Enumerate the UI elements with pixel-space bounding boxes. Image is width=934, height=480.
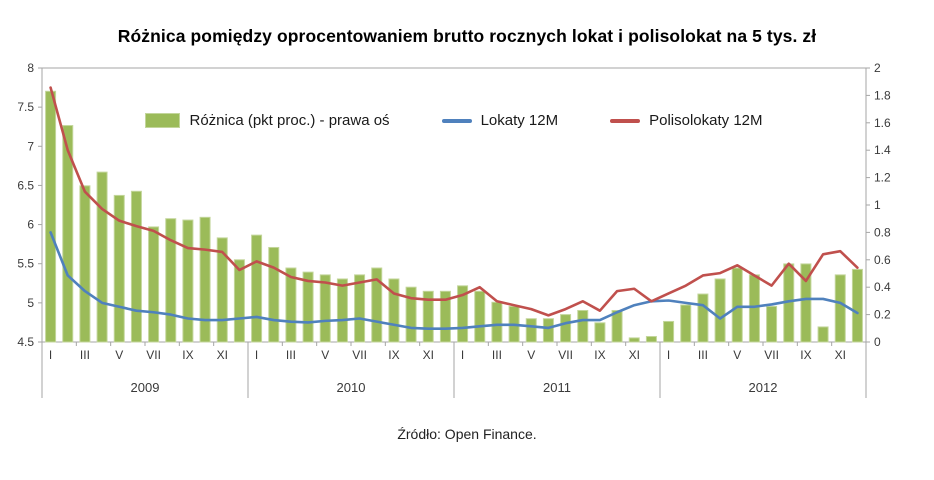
year-label: 2012	[749, 380, 778, 395]
difference-bar	[475, 291, 485, 342]
right-axis-label: 1.6	[874, 116, 891, 130]
month-label: I	[667, 348, 670, 362]
difference-bar	[252, 235, 262, 342]
legend-label-policy-deposits: Polisolokaty 12M	[649, 112, 762, 129]
difference-bar	[303, 272, 313, 342]
month-label: VII	[558, 348, 573, 362]
month-label: XI	[629, 348, 640, 362]
month-label: V	[527, 348, 535, 362]
month-label: III	[698, 348, 708, 362]
month-label: III	[286, 348, 296, 362]
month-label: V	[115, 348, 123, 362]
difference-bar	[595, 323, 605, 342]
source-text: Źródło: Open Finance.	[0, 426, 934, 442]
month-label: V	[733, 348, 741, 362]
difference-bar	[389, 279, 399, 342]
left-axis-label: 5.5	[17, 257, 34, 271]
difference-bar	[492, 302, 502, 342]
difference-bar	[97, 172, 107, 342]
difference-bar	[818, 327, 828, 342]
deposits-line-swatch-icon	[442, 119, 472, 123]
difference-bar	[526, 319, 536, 342]
difference-bar	[355, 275, 365, 342]
month-label: I	[49, 348, 52, 362]
left-axis-label: 8	[27, 61, 34, 75]
right-axis-label: 0.8	[874, 225, 891, 239]
month-label: VII	[352, 348, 367, 362]
right-axis-label: 0.2	[874, 308, 891, 322]
difference-bar	[234, 260, 244, 342]
month-label: IX	[388, 348, 399, 362]
difference-bar	[698, 294, 708, 342]
month-label: V	[321, 348, 329, 362]
difference-bar	[715, 279, 725, 342]
difference-bar	[131, 191, 141, 342]
difference-bar	[337, 279, 347, 342]
difference-bar	[578, 310, 588, 342]
difference-bar	[80, 186, 90, 342]
legend-item-policy-deposits: Polisolokaty 12M	[610, 112, 762, 129]
left-axis-label: 6.5	[17, 178, 34, 192]
difference-bar	[543, 319, 553, 342]
difference-bar	[767, 306, 777, 342]
right-axis-label: 1.4	[874, 143, 891, 157]
month-label: I	[255, 348, 258, 362]
year-label: 2010	[337, 380, 366, 395]
right-axis-label: 0.4	[874, 280, 891, 294]
month-label: XI	[835, 348, 846, 362]
year-label: 2009	[131, 380, 160, 395]
left-axis-label: 5	[27, 296, 34, 310]
right-axis-label: 2	[874, 61, 881, 75]
policy-deposits-line-swatch-icon	[610, 119, 640, 123]
month-label: III	[492, 348, 502, 362]
left-axis-label: 4.5	[17, 335, 34, 349]
month-label: XI	[423, 348, 434, 362]
month-label: VII	[764, 348, 779, 362]
left-axis-label: 7.5	[17, 100, 34, 114]
chart-legend: Różnica (pkt proc.) - prawa oś Lokaty 12…	[42, 112, 866, 129]
difference-bar-swatch-icon	[145, 113, 180, 128]
legend-label-deposits: Lokaty 12M	[481, 112, 559, 129]
difference-bar	[664, 321, 674, 342]
month-label: IX	[800, 348, 811, 362]
month-label: VII	[146, 348, 161, 362]
difference-bar	[852, 269, 862, 342]
month-label: IX	[182, 348, 193, 362]
combo-chart-plot: 4.5 5 5.5 6 6.5 7 7.5 8 0 0.2 0.4 0.6 0.8 1 1.2 1.4 1.6 1…	[0, 0, 934, 480]
difference-bar	[732, 268, 742, 342]
difference-bar	[629, 338, 639, 342]
right-axis-label: 0.6	[874, 253, 891, 267]
month-label: IX	[594, 348, 605, 362]
difference-bar	[269, 247, 279, 342]
legend-item-difference: Różnica (pkt proc.) - prawa oś	[145, 112, 389, 129]
right-axis-label: 0	[874, 335, 881, 349]
difference-bar	[200, 217, 210, 342]
month-label: XI	[217, 348, 228, 362]
legend-label-difference: Różnica (pkt proc.) - prawa oś	[189, 112, 389, 129]
chart-page: Różnica pomiędzy oprocentowaniem brutto …	[0, 0, 934, 480]
year-label: 2011	[543, 380, 571, 395]
legend-item-deposits: Lokaty 12M	[442, 112, 559, 129]
month-label: III	[80, 348, 90, 362]
difference-bar	[320, 275, 330, 342]
difference-bar	[561, 315, 571, 342]
left-axis-label: 7	[27, 139, 34, 153]
difference-bar	[681, 305, 691, 342]
difference-bar	[646, 337, 656, 342]
right-axis-label: 1.2	[874, 171, 891, 185]
difference-bar	[149, 227, 159, 342]
difference-bar	[749, 275, 759, 342]
left-axis-label: 6	[27, 218, 34, 232]
month-label: I	[461, 348, 464, 362]
difference-bar	[835, 275, 845, 342]
difference-bar	[183, 220, 193, 342]
difference-bar	[406, 287, 416, 342]
right-axis-label: 1.8	[874, 88, 891, 102]
right-axis-label: 1	[874, 198, 881, 212]
